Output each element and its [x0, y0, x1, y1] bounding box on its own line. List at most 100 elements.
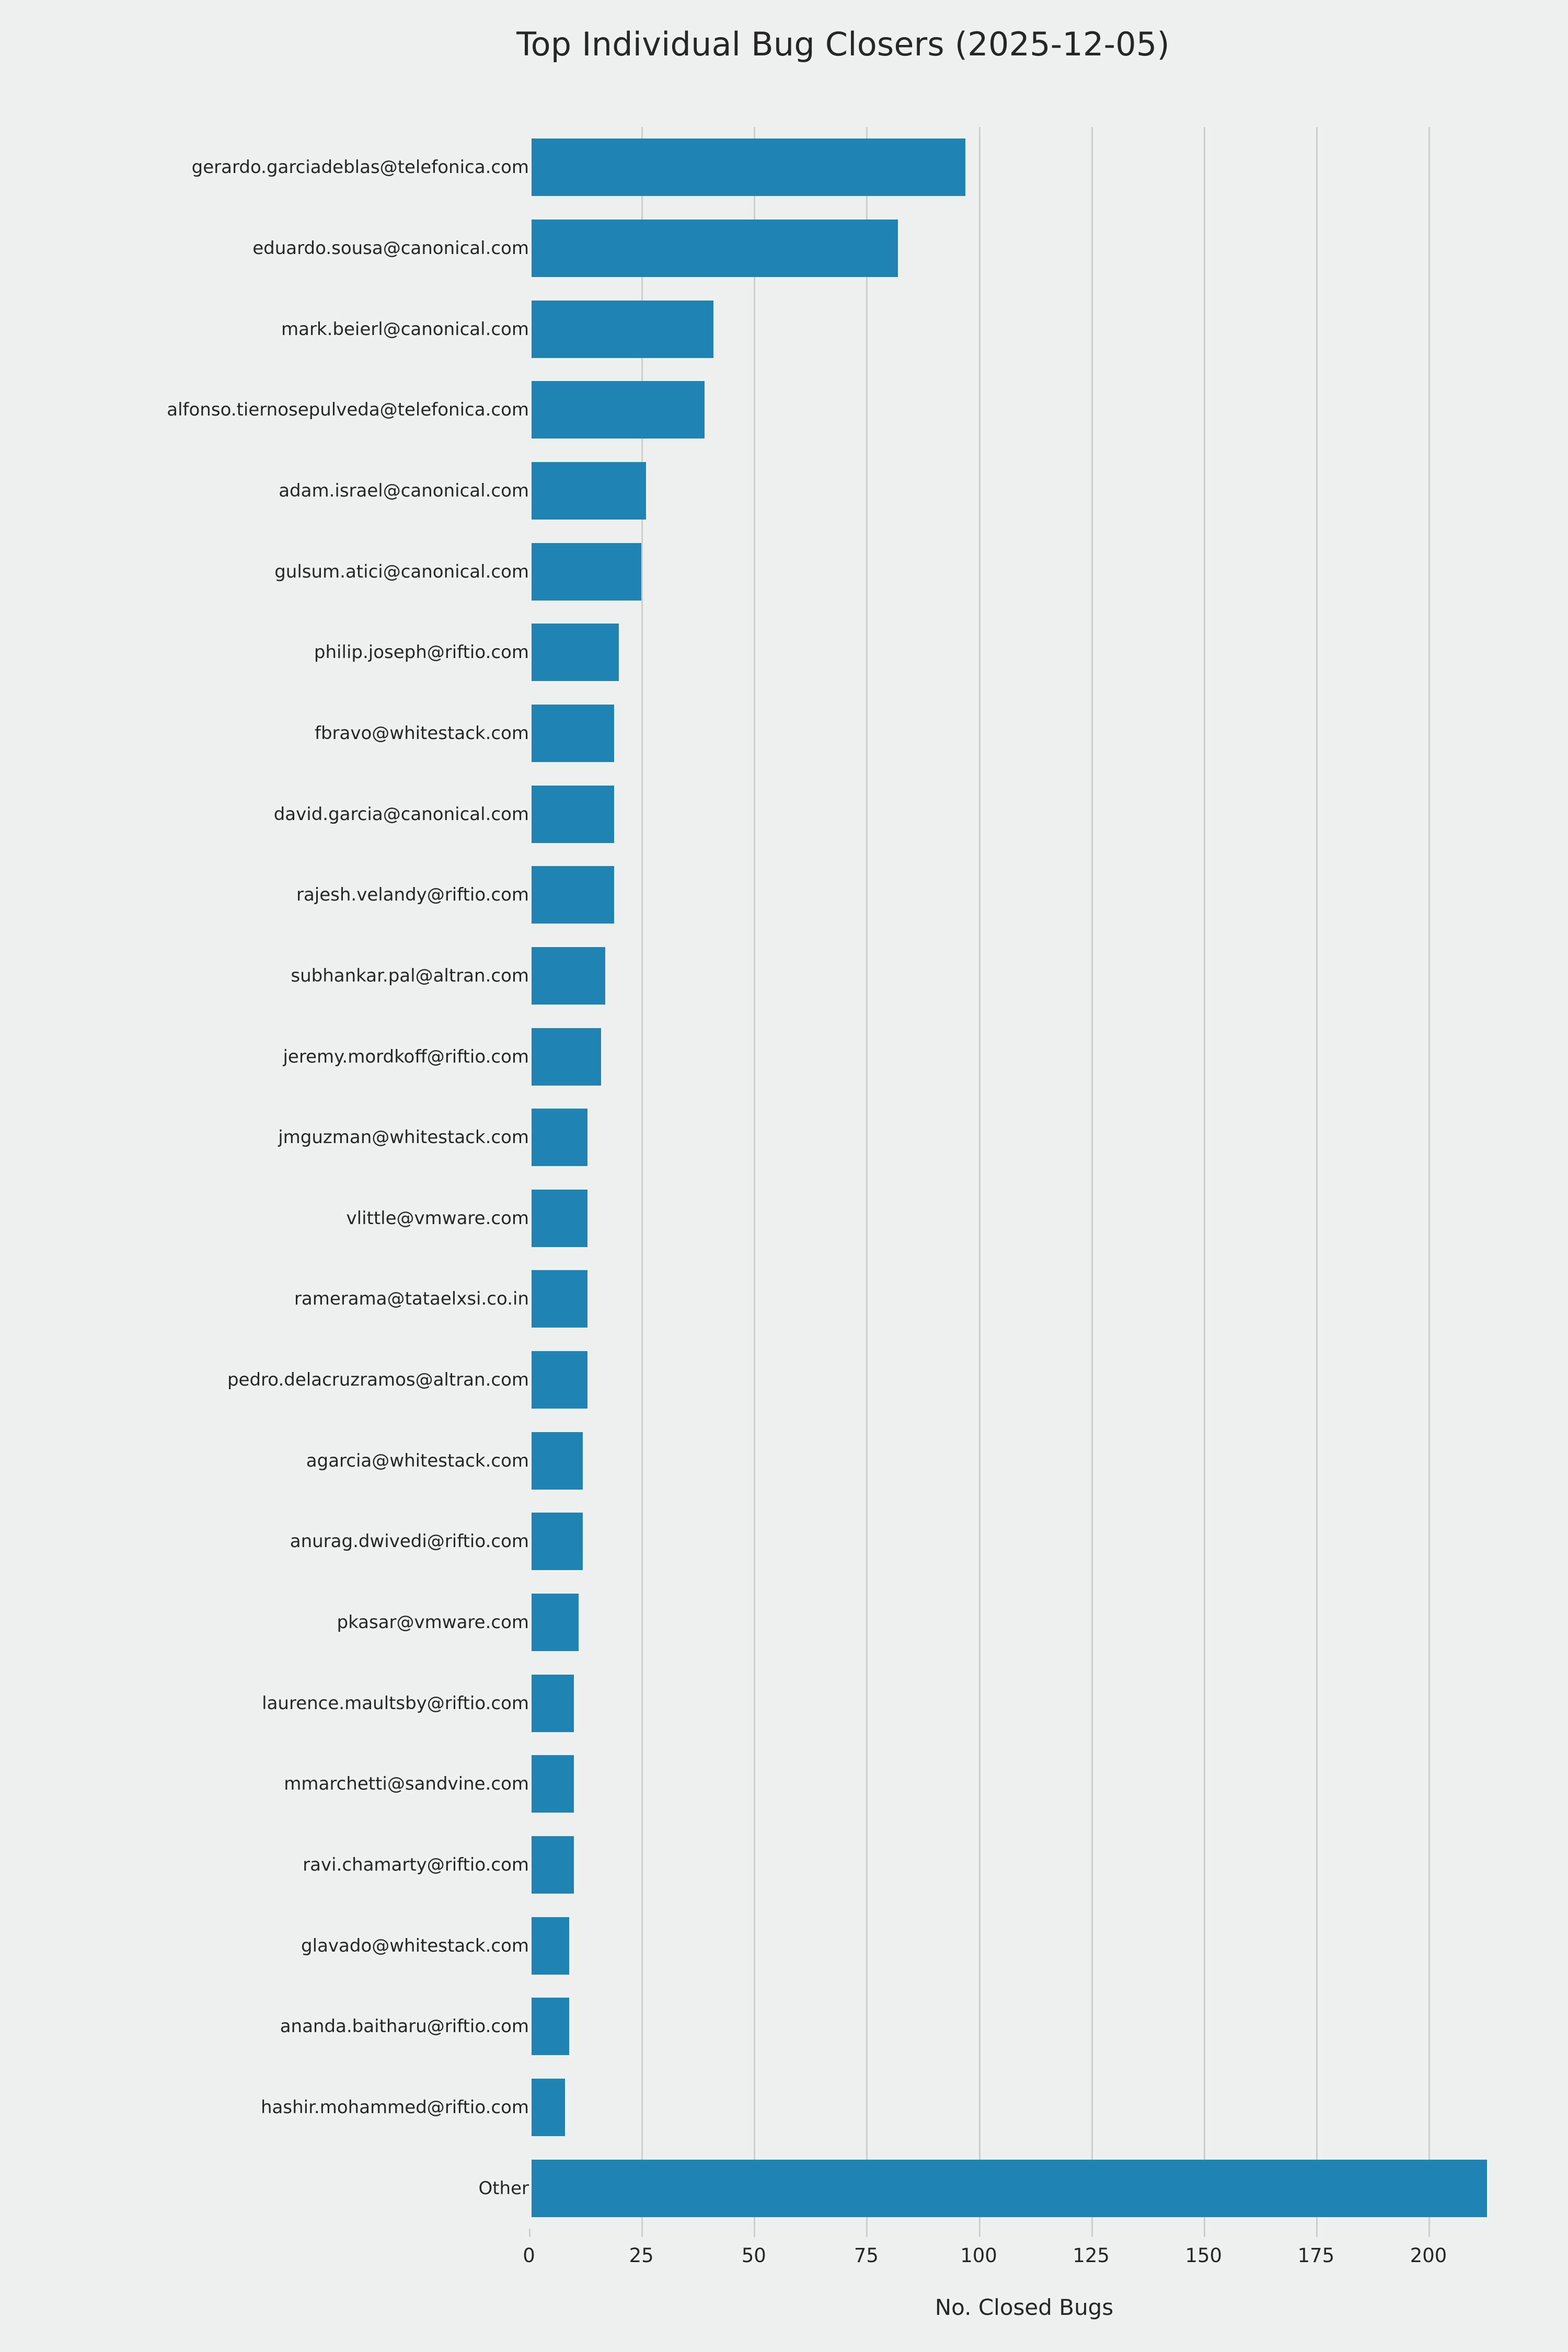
y-tick-label: mmarchetti@sandvine.com: [284, 1773, 529, 1795]
gridline-125: [1091, 127, 1093, 2229]
bar-row: [529, 855, 1519, 936]
gridline-150: [1203, 127, 1205, 2229]
x-axis-label: No. Closed Bugs: [935, 2295, 1114, 2320]
bar: [532, 624, 619, 682]
y-tick-label: anurag.dwivedi@riftio.com: [290, 1531, 529, 1552]
bar: [532, 1998, 570, 2056]
bar-row: [529, 2148, 1519, 2229]
bar: [532, 1432, 583, 1490]
x-tick-mark: [1203, 2229, 1205, 2237]
bar-row: [529, 693, 1519, 774]
chart-title-text: Top Individual Bug Closers (2025-12-05): [516, 25, 1170, 63]
y-tick-label: subhankar.pal@altran.com: [291, 965, 529, 986]
x-tick-mark: [866, 2229, 868, 2237]
bar: [532, 1674, 574, 1732]
bar-row: [529, 1501, 1519, 1582]
y-tick-label: alfonso.tiernosepulveda@telefonica.com: [167, 399, 529, 421]
bar-row: [529, 1986, 1519, 2067]
bar-row: [529, 936, 1519, 1017]
bar: [532, 1917, 570, 1975]
bar-row: [529, 1905, 1519, 1986]
bar: [532, 1836, 574, 1894]
bar-row: [529, 612, 1519, 693]
y-tick-label: eduardo.sousa@canonical.com: [252, 237, 529, 259]
bar: [532, 1189, 587, 1247]
y-tick-label: pedro.delacruzramos@altran.com: [227, 1369, 529, 1391]
bar-row: [529, 2067, 1519, 2148]
bar: [532, 785, 615, 843]
y-tick-label: laurence.maultsby@riftio.com: [262, 1692, 529, 1714]
bar-row: [529, 127, 1519, 208]
bar: [532, 866, 615, 924]
bar: [532, 704, 615, 762]
gridline-100: [978, 127, 981, 2229]
y-tick-label: vlittle@vmware.com: [346, 1207, 529, 1229]
x-tick-mark: [1428, 2229, 1430, 2237]
bar-row: [529, 208, 1519, 289]
page-title: Top Individual Bug Closers (2025-12-05): [0, 25, 1568, 63]
y-tick-label: ananda.baitharu@riftio.com: [280, 2016, 529, 2037]
gridline-50: [754, 127, 756, 2229]
y-tick-label: jeremy.mordkoff@riftio.com: [283, 1046, 529, 1067]
bar-row: [529, 774, 1519, 855]
x-tick-mark: [1316, 2229, 1318, 2237]
y-tick-label: david.garcia@canonical.com: [273, 803, 529, 825]
y-tick-label: fbravo@whitestack.com: [314, 722, 529, 744]
bar-row: [529, 1582, 1519, 1663]
x-tick-label: 150: [1185, 2244, 1223, 2267]
bar-row: [529, 1663, 1519, 1744]
y-tick-label: pkasar@vmware.com: [337, 1612, 529, 1633]
bar: [532, 462, 646, 520]
y-tick-label: rajesh.velandy@riftio.com: [296, 884, 529, 906]
gridline-75: [866, 127, 868, 2229]
y-tick-label: agarcia@whitestack.com: [306, 1450, 529, 1471]
y-tick-label: gulsum.atici@canonical.com: [274, 561, 529, 582]
x-tick-mark: [529, 2229, 531, 2237]
y-tick-label: adam.israel@canonical.com: [279, 480, 529, 501]
y-tick-label: mark.beierl@canonical.com: [281, 318, 529, 340]
y-tick-label: jmguzman@whitestack.com: [278, 1127, 529, 1148]
y-tick-label: hashir.mohammed@riftio.com: [260, 2097, 529, 2118]
bar-row: [529, 370, 1519, 451]
y-tick-label: ramerama@tataelxsi.co.in: [294, 1288, 529, 1310]
bar: [532, 543, 642, 601]
x-tick-label: 125: [1073, 2244, 1110, 2267]
bar: [532, 1513, 583, 1571]
bar-row: [529, 1259, 1519, 1340]
gridline-25: [641, 127, 643, 2229]
y-tick-label: ravi.chamarty@riftio.com: [303, 1854, 529, 1876]
bar: [532, 381, 705, 439]
x-tick-label: 0: [523, 2244, 535, 2267]
bar: [532, 1755, 574, 1813]
bar-row: [529, 1340, 1519, 1421]
bar: [532, 300, 713, 358]
bar-row: [529, 531, 1519, 612]
x-tick-mark: [1091, 2229, 1093, 2237]
bar-row: [529, 289, 1519, 370]
x-tick-label: 175: [1297, 2244, 1335, 2267]
x-tick-label: 25: [629, 2244, 654, 2267]
y-tick-label: gerardo.garciadeblas@telefonica.com: [191, 157, 529, 178]
bar: [532, 1028, 601, 1086]
plot-area: [529, 127, 1519, 2229]
x-tick-mark: [754, 2229, 756, 2237]
y-tick-label: glavado@whitestack.com: [301, 1935, 529, 1956]
bar: [532, 1351, 587, 1409]
bar-row: [529, 1744, 1519, 1825]
bar-row: [529, 1016, 1519, 1097]
x-tick-label: 50: [741, 2244, 766, 2267]
bar: [532, 1109, 587, 1167]
bar: [532, 2159, 1487, 2217]
x-tick-label: 100: [960, 2244, 997, 2267]
bar-row: [529, 1097, 1519, 1178]
bar: [532, 1594, 579, 1652]
x-tick-label: 200: [1410, 2244, 1447, 2267]
y-tick-label: Other: [478, 2177, 529, 2199]
gridline-175: [1316, 127, 1318, 2229]
x-tick-mark: [978, 2229, 981, 2237]
x-tick-mark: [641, 2229, 643, 2237]
bar: [532, 1270, 587, 1328]
bar-row: [529, 1420, 1519, 1501]
y-tick-label: philip.joseph@riftio.com: [314, 642, 529, 663]
